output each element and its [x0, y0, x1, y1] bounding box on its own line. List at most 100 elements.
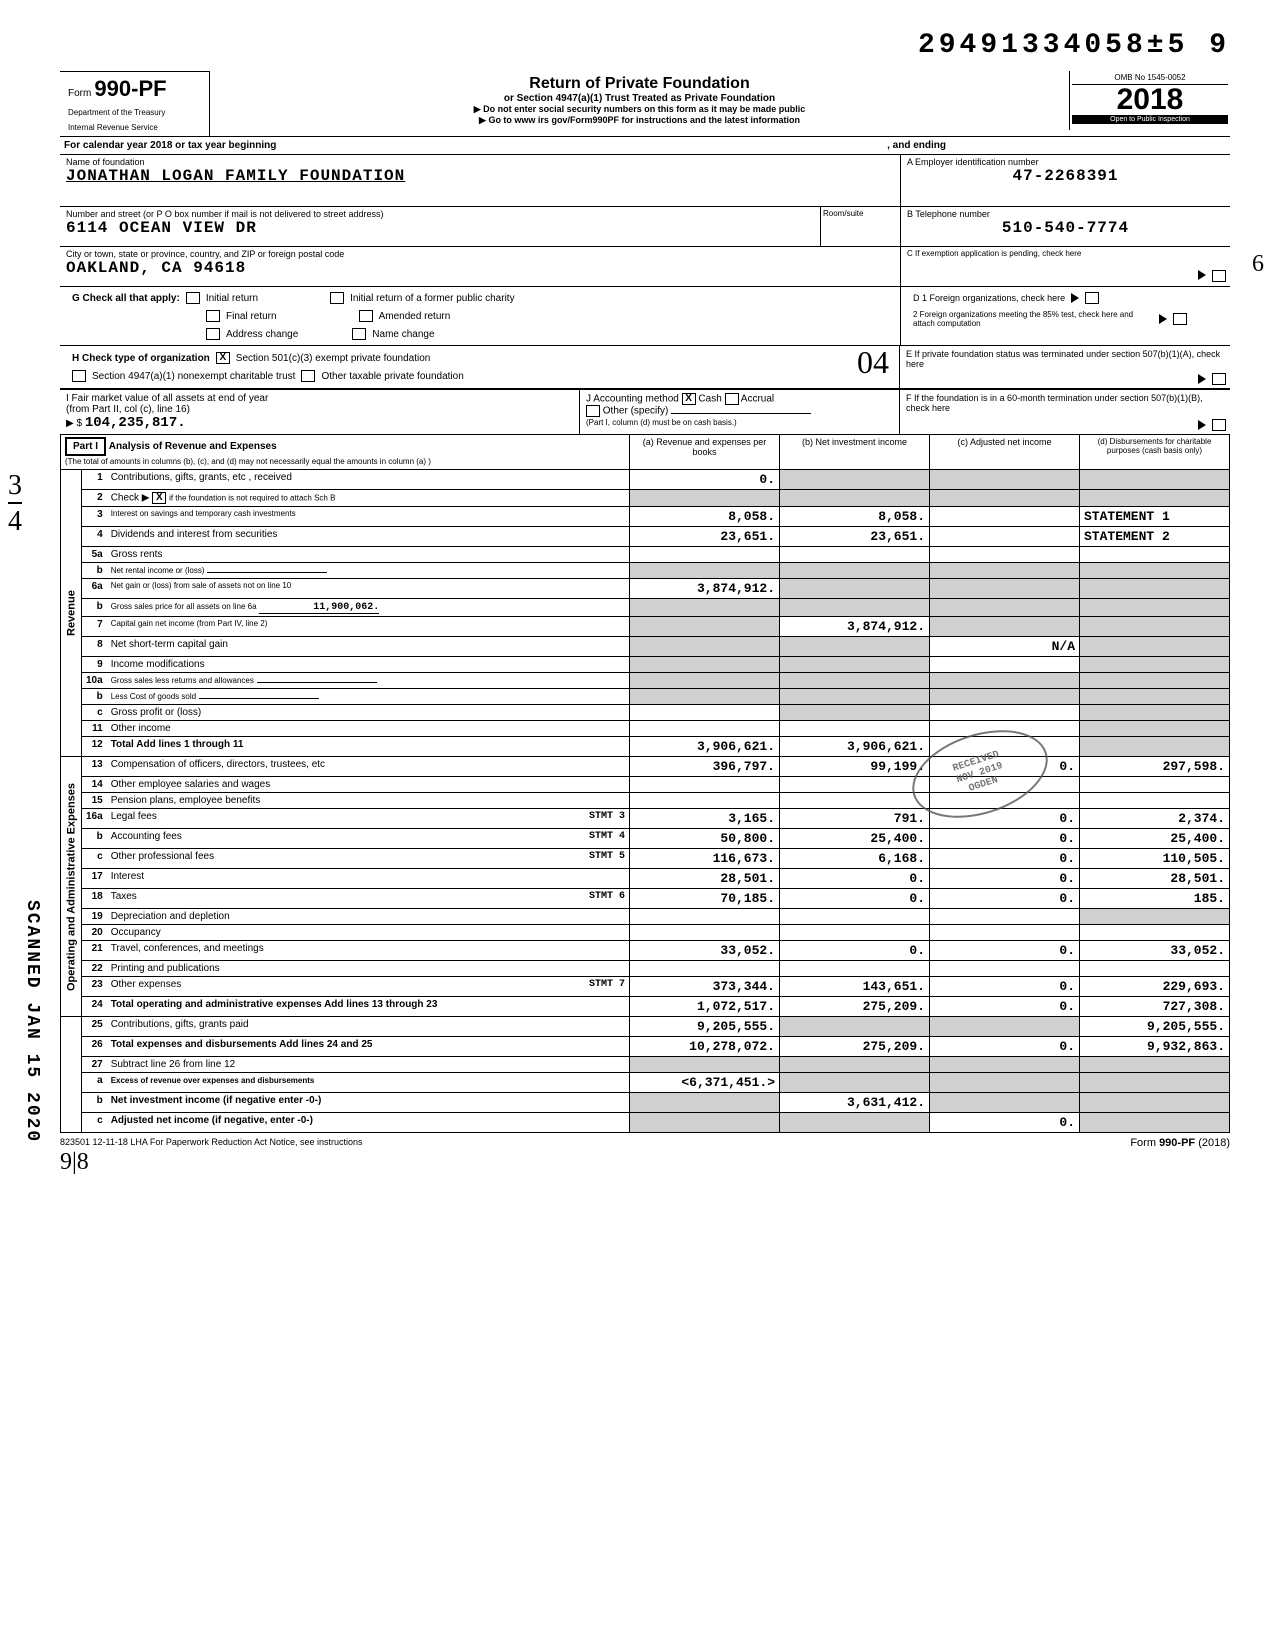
tax-year: 2018: [1072, 85, 1228, 115]
name-label: Name of foundation: [66, 157, 894, 167]
title-instruction-1: ▶ Do not enter social security numbers o…: [220, 104, 1059, 115]
checkbox-address-change[interactable]: [206, 328, 220, 340]
table-row: bLess Cost of goods sold: [61, 689, 1230, 705]
checkbox-other-method[interactable]: [586, 405, 600, 417]
table-row: Operating and Administrative Expenses 13…: [61, 757, 1230, 777]
section-f-label: F If the foundation is in a 60-month ter…: [906, 393, 1203, 413]
table-row: 27Subtract line 26 from line 12: [61, 1057, 1230, 1073]
footer: 823501 12-11-18 LHA For Paperwork Reduct…: [60, 1137, 1230, 1149]
checkbox-foreign-org[interactable]: [1085, 292, 1099, 304]
part1-title: Analysis of Revenue and Expenses: [109, 441, 277, 452]
calendar-label: For calendar year 2018 or tax year begin…: [64, 140, 276, 151]
table-row: bNet rental income or (loss): [61, 563, 1230, 579]
checkbox-initial-return[interactable]: [186, 292, 200, 304]
arrow-icon: [1198, 270, 1206, 280]
opt-final-return: Final return: [226, 311, 277, 322]
fmv-sublabel: (from Part II, col (c), line 16): [66, 404, 190, 415]
table-row: 9Income modifications: [61, 657, 1230, 673]
footer-right: Form 990-PF (2018): [1130, 1137, 1230, 1149]
handwritten-04: 04: [857, 344, 889, 381]
telephone-value: 510-540-7774: [907, 219, 1224, 237]
table-row: bGross sales price for all assets on lin…: [61, 599, 1230, 617]
checkbox-60month[interactable]: [1212, 419, 1226, 431]
table-row: 15Pension plans, employee benefits: [61, 793, 1230, 809]
arrow-icon: [1159, 314, 1167, 324]
col-d-header: (d) Disbursements for charitable purpose…: [1080, 435, 1230, 470]
table-row: 4Dividends and interest from securities …: [61, 527, 1230, 547]
table-row: 26Total expenses and disbursements Add l…: [61, 1037, 1230, 1057]
opt-4947a1: Section 4947(a)(1) nonexempt charitable …: [92, 371, 295, 382]
opt-accrual: Accrual: [741, 394, 774, 405]
checkbox-final-return[interactable]: [206, 310, 220, 322]
table-row: bAccounting feesSTMT 4 50,800.25,400.0.2…: [61, 829, 1230, 849]
section-c-label: C If exemption application is pending, c…: [907, 249, 1224, 258]
table-row: 25Contributions, gifts, grants paid 9,20…: [61, 1017, 1230, 1037]
checkbox-sch-b[interactable]: X: [152, 492, 166, 504]
fmv-label: I Fair market value of all assets at end…: [66, 393, 268, 404]
checkbox-other-taxable[interactable]: [301, 370, 315, 382]
checkbox-501c3[interactable]: X: [216, 352, 230, 364]
table-row: 12Total Add lines 1 through 11 3,906,621…: [61, 737, 1230, 757]
table-row: 11Other income: [61, 721, 1230, 737]
opt-other-method: Other (specify): [603, 406, 669, 417]
telephone-label: B Telephone number: [907, 209, 1224, 219]
table-row: aExcess of revenue over expenses and dis…: [61, 1073, 1230, 1093]
part1-subtitle: (The total of amounts in columns (b), (c…: [65, 457, 431, 466]
checkbox-amended[interactable]: [359, 310, 373, 322]
opex-side-label: Operating and Administrative Expenses: [61, 757, 82, 1017]
checkbox-85pct[interactable]: [1173, 313, 1187, 325]
opt-501c3: Section 501(c)(3) exempt private foundat…: [236, 353, 431, 364]
section-h-e-row: H Check type of organization X Section 5…: [60, 346, 1230, 389]
table-row: 24Total operating and administrative exp…: [61, 997, 1230, 1017]
checkbox-4947a1[interactable]: [72, 370, 86, 382]
city-state-zip: OAKLAND, CA 94618: [66, 259, 894, 277]
table-row: 8Net short-term capital gain N/A: [61, 637, 1230, 657]
dept-treasury: Department of the Treasury: [68, 108, 201, 117]
accounting-note: (Part I, column (d) must be on cash basi…: [586, 418, 737, 427]
info-grid: Name of foundation JONATHAN LOGAN FAMILY…: [60, 155, 1230, 346]
section-i-j-f-row: I Fair market value of all assets at end…: [60, 389, 1230, 434]
title-sub: or Section 4947(a)(1) Trust Treated as P…: [220, 93, 1059, 104]
checkbox-cash[interactable]: X: [682, 393, 696, 405]
form-prefix: Form: [68, 88, 91, 99]
opt-other-taxable: Other taxable private foundation: [321, 371, 463, 382]
foundation-name: JONATHAN LOGAN FAMILY FOUNDATION: [66, 167, 894, 185]
col-c-header: (c) Adjusted net income: [930, 435, 1080, 470]
section-e-label: E If private foundation status was termi…: [906, 349, 1220, 369]
checkbox-status-terminated[interactable]: [1212, 373, 1226, 385]
table-row: 16aLegal feesSTMT 3 3,165.791.0.2,374.: [61, 809, 1230, 829]
table-row: 10aGross sales less returns and allowanc…: [61, 673, 1230, 689]
arrow-icon: [1198, 374, 1206, 384]
title-box: Return of Private Foundation or Section …: [210, 71, 1070, 130]
form-number: 990-PF: [94, 76, 166, 101]
table-row: 14Other employee salaries and wages: [61, 777, 1230, 793]
col-b-header: (b) Net investment income: [780, 435, 930, 470]
col-a-header: (a) Revenue and expenses per books: [630, 435, 780, 470]
handwritten-6: 6: [1252, 251, 1264, 278]
open-inspection: Open to Public Inspection: [1072, 115, 1228, 124]
checkbox-accrual[interactable]: [725, 393, 739, 405]
checkbox-exemption-pending[interactable]: [1212, 270, 1226, 282]
table-row: 19Depreciation and depletion: [61, 909, 1230, 925]
table-row: 3Interest on savings and temporary cash …: [61, 507, 1230, 527]
table-row: 7Capital gain net income (from Part IV, …: [61, 617, 1230, 637]
city-label: City or town, state or province, country…: [66, 249, 894, 259]
scanned-stamp: SCANNED JAN 15 2020: [22, 900, 42, 1143]
ein-value: 47-2268391: [907, 167, 1224, 185]
table-row: 17Interest 28,501.0.0.28,501.: [61, 869, 1230, 889]
section-d2-label: 2 Foreign organizations meeting the 85% …: [913, 310, 1153, 328]
table-row: cAdjusted net income (if negative, enter…: [61, 1113, 1230, 1133]
calendar-ending: , and ending: [887, 140, 946, 151]
accounting-label: J Accounting method: [586, 394, 679, 405]
table-row: cGross profit or (loss): [61, 705, 1230, 721]
opt-amended: Amended return: [379, 311, 451, 322]
section-d1-label: D 1 Foreign organizations, check here: [913, 293, 1065, 303]
table-row: 22Printing and publications: [61, 961, 1230, 977]
table-row: bNet investment income (if negative ente…: [61, 1093, 1230, 1113]
table-row: 5aGross rents: [61, 547, 1230, 563]
table-row: 21Travel, conferences, and meetings 33,0…: [61, 941, 1230, 961]
checkbox-name-change[interactable]: [352, 328, 366, 340]
table-row: cOther professional feesSTMT 5 116,673.6…: [61, 849, 1230, 869]
checkbox-initial-public[interactable]: [330, 292, 344, 304]
fmv-amount: 104,235,817.: [85, 415, 186, 431]
